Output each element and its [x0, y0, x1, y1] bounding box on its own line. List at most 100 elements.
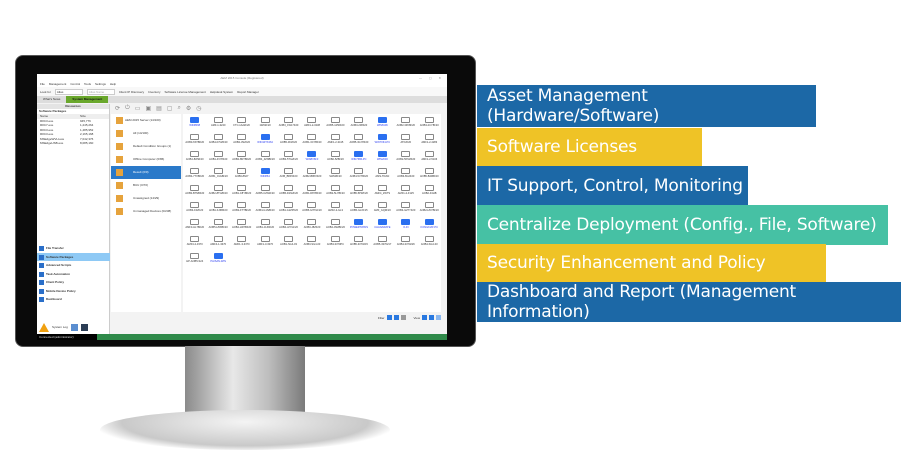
- computer-item[interactable]: AOB4-HD7BF20: [230, 218, 253, 235]
- computer-item[interactable]: AMF1-2-F125: [394, 184, 417, 201]
- computer-item[interactable]: AOB5-GLXF15: [347, 201, 370, 218]
- computer-item[interactable]: AOB5-5PWF20: [347, 184, 370, 201]
- computer-item[interactable]: AOB4-3370226: [394, 235, 417, 252]
- alias-name-input[interactable]: Alias Name: [86, 88, 115, 95]
- computer-item[interactable]: AOB1_01G8F20: [206, 167, 229, 184]
- computer-item[interactable]: AOB3-238F20: [347, 116, 370, 133]
- computer-item[interactable]: AOB1-C8YBF20: [230, 184, 253, 201]
- computer-item[interactable]: WIN8068: [183, 116, 206, 133]
- computer-item[interactable]: AOB3-6STBF20: [183, 133, 206, 150]
- computer-item[interactable]: AOB5-H5XBF20: [206, 218, 229, 235]
- column-name[interactable]: Name: [40, 114, 49, 118]
- menu-management[interactable]: Management: [48, 82, 67, 86]
- computer-item[interactable]: AOB5-3370215: [347, 235, 370, 252]
- computer-item[interactable]: WIN8X6F3: [300, 150, 323, 167]
- nav-item[interactable]: Advanced Scripts: [37, 261, 110, 270]
- system-log[interactable]: System Log: [37, 320, 110, 334]
- computer-item[interactable]: FTC-1A22F20: [230, 116, 253, 133]
- computer-item[interactable]: PHISAN-WIN: [206, 252, 229, 269]
- package-row[interactable]: R#C3.exe 945,776: [37, 119, 109, 124]
- clock-icon[interactable]: ◷: [196, 106, 202, 112]
- computer-item[interactable]: AOB1-KJ6BF20: [206, 201, 229, 218]
- tree-node[interactable]: AEM 2015 Server (14/100): [111, 114, 181, 127]
- inventory-button[interactable]: Inventory: [148, 89, 161, 94]
- tree-node[interactable]: All (14/100): [111, 127, 181, 140]
- computer-item[interactable]: O-IN: [394, 218, 417, 235]
- computer-item[interactable]: 1W02F20: [253, 116, 276, 133]
- computer-item[interactable]: AOB1-G2ZPF20: [277, 201, 300, 218]
- computer-item[interactable]: AMF1-2-3415: [324, 133, 347, 150]
- menu-file[interactable]: File: [40, 82, 45, 86]
- window-controls[interactable]: — ▢ ✕: [418, 76, 444, 80]
- computer-item[interactable]: AMF1-2-3238: [300, 116, 323, 133]
- computer-item[interactable]: AMF4-2-3370: [183, 235, 206, 252]
- computer-item[interactable]: AOB3-5TG2F20: [277, 150, 300, 167]
- computer-item[interactable]: AOB4-7TXBF20: [183, 167, 206, 184]
- computer-item[interactable]: AMF4_2WTS: [371, 184, 394, 201]
- computer-item[interactable]: AOB3-GZ7YF20: [394, 201, 417, 218]
- tree-node[interactable]: BUU (0/70): [111, 179, 181, 192]
- computer-item[interactable]: AOB5-B40BF20: [418, 167, 441, 184]
- menu-settings[interactable]: Settings: [95, 82, 106, 86]
- tree-node[interactable]: Unassigned (14/29): [111, 192, 181, 205]
- look-for-select[interactable]: Alias: [54, 88, 83, 95]
- package-row[interactable]: R#C3.exe 1,485,952: [37, 128, 109, 133]
- computer-item[interactable]: AOB4-JM2BF20: [324, 218, 347, 235]
- tab-whats-news[interactable]: What's News: [43, 97, 61, 101]
- computer-item[interactable]: AOB4-07G8F20: [206, 133, 229, 150]
- computer-item[interactable]: KONGKIAT-PC: [418, 218, 441, 235]
- column-size[interactable]: Size: [80, 114, 86, 118]
- computer-item[interactable]: AOB2-H5YBF20: [418, 201, 441, 218]
- computer-item[interactable]: AOB3-F4ZF20: [183, 201, 206, 218]
- computer-item[interactable]: AMF-1-3240: [206, 116, 229, 133]
- computer-item[interactable]: AOB3-3370PC: [324, 235, 347, 252]
- package-row[interactable]: MSEdgeUSB.exe 8,085,160: [37, 141, 109, 146]
- view-button[interactable]: [436, 315, 441, 320]
- computer-item[interactable]: AOB4-5V78F20: [347, 167, 370, 184]
- computer-item[interactable]: AOB2-3S2F20: [230, 133, 253, 150]
- nav-item[interactable]: File Transfer: [37, 244, 110, 253]
- computer-item[interactable]: AMF3-HL7BF20: [183, 218, 206, 235]
- computer-item[interactable]: AOB2-FTTBF20: [230, 201, 253, 218]
- computer-item[interactable]: WIN8106: [371, 116, 394, 133]
- computer-item[interactable]: WIN864: [253, 167, 276, 184]
- computer-item[interactable]: AOB3_1W17F20: [277, 116, 300, 133]
- package-row[interactable]: R#C7.exe 1,245,264: [37, 123, 109, 128]
- computer-item[interactable]: AOB5-3GY8F20: [347, 133, 370, 150]
- computer-item[interactable]: AOB6-8627: [230, 167, 253, 184]
- computer-item[interactable]: AOB3-8G2F20: [394, 167, 417, 184]
- computer-item[interactable]: AOB4-G1S8F20: [253, 201, 276, 218]
- computer-item[interactable]: AOB2-8NTBF20: [230, 150, 253, 167]
- monitor-icon[interactable]: ▢: [166, 106, 173, 112]
- nav-item[interactable]: Client Policy: [37, 278, 110, 287]
- view-button[interactable]: [429, 315, 434, 320]
- computer-item[interactable]: AOB3-2CY8F20: [418, 116, 441, 133]
- menu-tools[interactable]: Tools: [84, 82, 92, 86]
- computer-item[interactable]: AOB2-5PG8F20: [394, 150, 417, 167]
- computer-item[interactable]: AOB3-SG4-03: [300, 235, 323, 252]
- computer-item[interactable]: AOB4-J2YGF20: [277, 218, 300, 235]
- package-row[interactable]: R#C3.exe 2,165,168: [37, 132, 109, 137]
- computer-item[interactable]: AOB3-B7NBF20: [183, 184, 206, 201]
- computer-item[interactable]: AOB2-5Z8F20: [324, 150, 347, 167]
- view-button[interactable]: [422, 315, 427, 320]
- package-row[interactable]: MSEdgeWVH.exe 7,042,376: [37, 137, 109, 142]
- menu-help[interactable]: Help: [109, 82, 117, 86]
- menu-control[interactable]: Control: [70, 82, 81, 86]
- computer-item[interactable]: AMF1-2-4283: [418, 133, 441, 150]
- message-icon[interactable]: ▭: [134, 106, 141, 112]
- computer-item[interactable]: AOB2-39V8F20: [394, 116, 417, 133]
- remote-icon[interactable]: ▣: [145, 106, 152, 112]
- computer-item[interactable]: AOB3-J8ZF20: [300, 218, 323, 235]
- computer-item[interactable]: POWERTWINS: [347, 218, 370, 235]
- computer-item[interactable]: AMF1-3-3370: [253, 235, 276, 252]
- settings-icon[interactable]: ⚙: [185, 106, 192, 112]
- nav-item[interactable]: Task Automation: [37, 270, 110, 279]
- log-icon[interactable]: [70, 323, 78, 331]
- computer-item[interactable]: AOB1-D8YBF20: [300, 184, 323, 201]
- computer-item[interactable]: AMF_GQ9F20: [371, 201, 394, 218]
- computer-item[interactable]: AOB5-D1N2F20: [277, 184, 300, 201]
- tree-node[interactable]: Unmanaged Devices (0/238): [111, 205, 181, 218]
- computer-item[interactable]: AOB2-F4HB: [418, 184, 441, 201]
- nav-item[interactable]: Mobile Device Policy: [37, 287, 110, 296]
